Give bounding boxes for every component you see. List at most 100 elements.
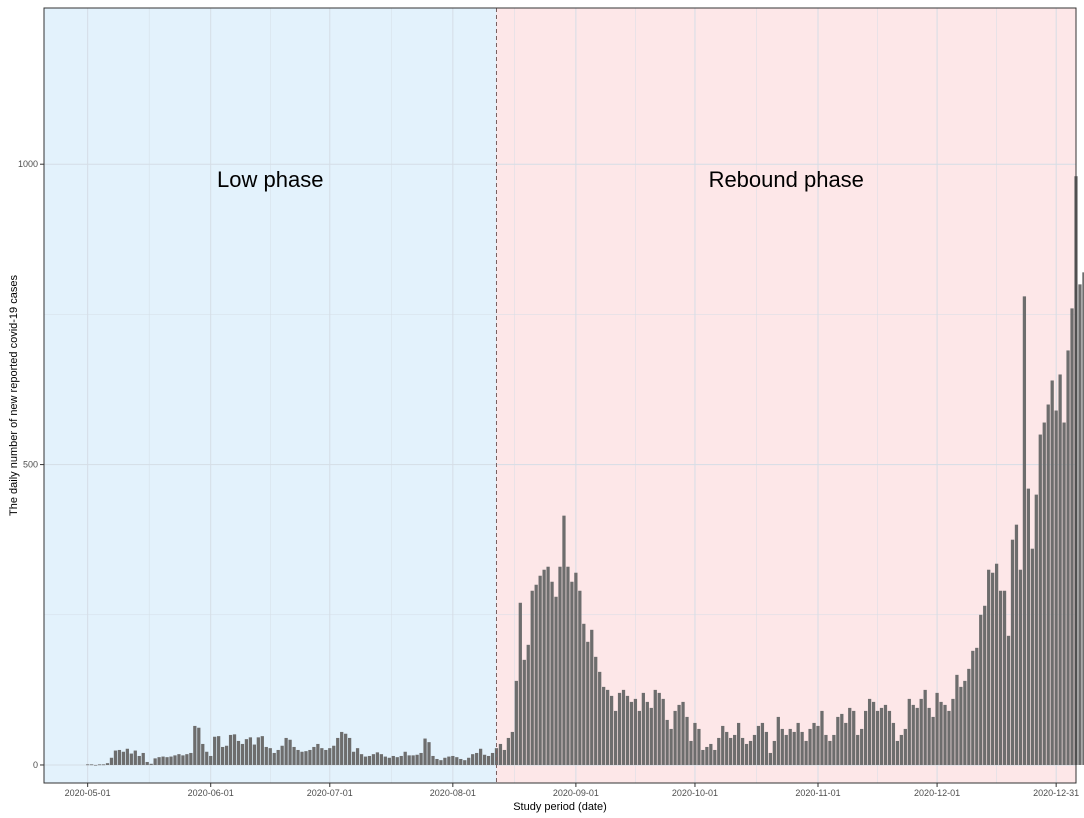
x-tick-label: 2020-09-01: [553, 788, 599, 798]
bar: [348, 737, 352, 765]
x-tick-label: 2020-11-01: [795, 788, 840, 798]
bar: [486, 755, 491, 765]
bar: [228, 734, 233, 765]
y-axis: 0 500 1000: [18, 159, 44, 770]
bar: [566, 566, 570, 765]
bar: [685, 716, 689, 765]
bar: [677, 704, 681, 765]
bar: [276, 749, 280, 765]
bar: [586, 641, 590, 765]
bar: [407, 755, 411, 765]
bar: [395, 757, 399, 765]
bar: [661, 698, 665, 765]
bar: [423, 738, 427, 765]
bar: [439, 760, 443, 765]
bar: [181, 755, 185, 765]
bar: [117, 749, 122, 765]
bar: [625, 695, 630, 765]
bar: [994, 563, 999, 765]
bar: [852, 710, 856, 765]
bar: [939, 701, 943, 765]
bar: [705, 746, 709, 765]
y-tick-label: 0: [33, 760, 38, 770]
bar: [447, 756, 451, 765]
bar: [336, 737, 340, 765]
bar: [415, 754, 419, 765]
bar: [776, 716, 780, 765]
bar: [1018, 569, 1023, 765]
bar: [383, 756, 387, 765]
bar: [451, 755, 455, 765]
bar: [959, 686, 963, 765]
bar: [613, 710, 618, 765]
bar: [665, 719, 669, 765]
bar: [93, 764, 98, 766]
bar: [824, 734, 828, 765]
bar: [97, 764, 102, 766]
bar: [772, 740, 776, 765]
bar: [883, 704, 888, 765]
bar: [403, 751, 407, 765]
bar: [300, 751, 304, 765]
bar: [808, 728, 812, 765]
bar: [895, 740, 900, 765]
phase-label-low: Low phase: [217, 167, 323, 192]
bar: [1022, 296, 1027, 765]
bar: [729, 737, 733, 765]
bar: [927, 707, 931, 765]
bar: [578, 590, 582, 765]
bar: [1014, 524, 1019, 765]
bar: [304, 751, 308, 765]
bar: [213, 736, 217, 765]
bar: [697, 728, 701, 765]
bar: [689, 740, 693, 765]
bar: [518, 602, 522, 765]
bar: [856, 734, 860, 765]
bar: [125, 748, 129, 765]
bar: [482, 754, 487, 765]
bar: [602, 686, 606, 765]
bar: [879, 707, 884, 765]
bar: [1006, 635, 1011, 765]
bar: [709, 743, 713, 765]
bar: [629, 701, 634, 765]
bar: [332, 745, 336, 765]
bar: [840, 713, 844, 765]
bar: [1054, 410, 1058, 765]
bar: [669, 728, 673, 765]
bar: [467, 757, 471, 765]
x-tick-label: 2020-08-01: [430, 788, 476, 798]
bar: [955, 674, 959, 765]
bar: [649, 707, 653, 765]
bar: [645, 701, 649, 765]
bar: [554, 596, 558, 765]
bar: [296, 749, 300, 765]
bar: [657, 692, 661, 765]
bar: [975, 647, 979, 765]
bar: [490, 752, 495, 765]
bar: [864, 710, 868, 765]
bar: [169, 756, 173, 765]
x-tick-label: 2020-06-01: [188, 788, 234, 798]
bar: [379, 754, 384, 765]
bar: [367, 755, 372, 765]
bar: [105, 763, 110, 765]
bar: [844, 722, 848, 765]
bar: [185, 754, 189, 765]
bar: [594, 656, 598, 765]
bar: [1066, 350, 1070, 765]
bar: [923, 689, 927, 765]
bar: [998, 590, 1003, 765]
bar: [617, 692, 622, 765]
bar: [363, 756, 368, 765]
bar: [1082, 272, 1084, 765]
bar: [264, 746, 268, 765]
bar: [443, 757, 447, 765]
bar: [1062, 422, 1066, 765]
bar: [506, 737, 511, 765]
bar: [713, 749, 717, 765]
bar: [740, 737, 745, 765]
bar: [205, 751, 209, 765]
bar: [736, 722, 741, 765]
